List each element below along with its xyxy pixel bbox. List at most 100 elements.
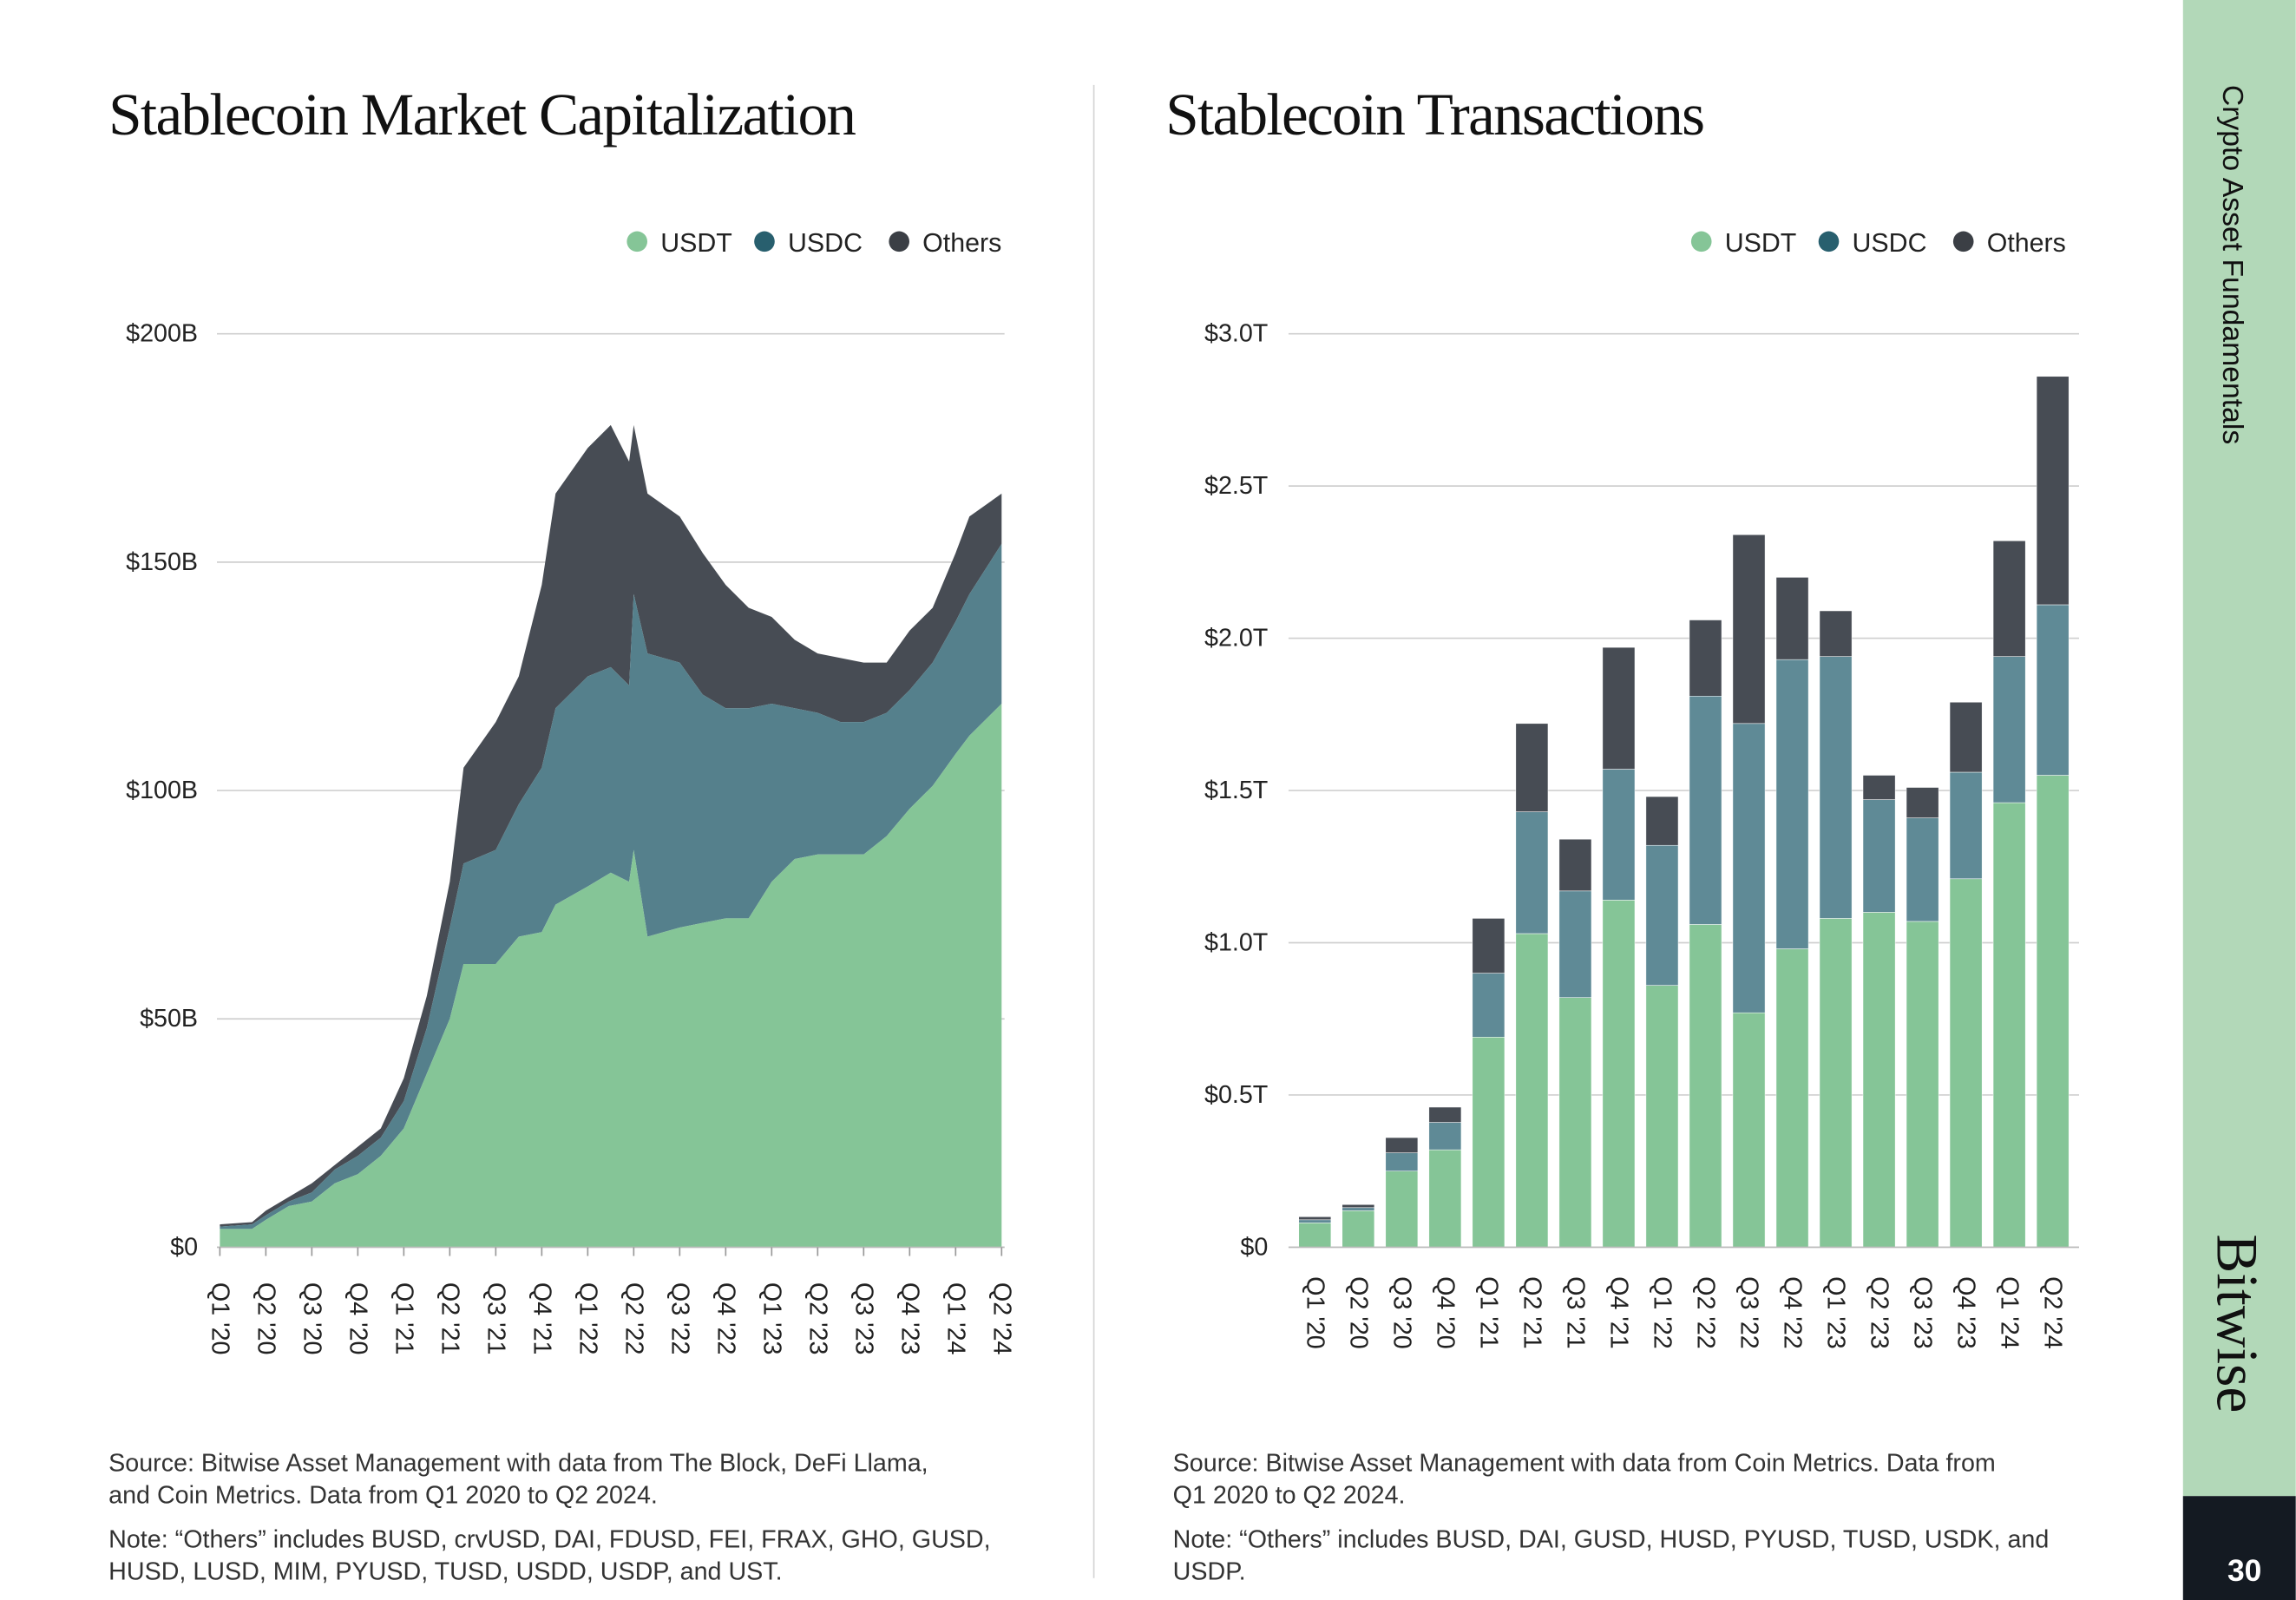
bar-others bbox=[1428, 1106, 1462, 1123]
x-tick-label: Q3 '20 bbox=[1387, 1276, 1415, 1349]
bar-usdc bbox=[1342, 1207, 1375, 1211]
legend-usdt: USDT bbox=[660, 229, 732, 258]
bar-others bbox=[1732, 534, 1766, 725]
bar-usdt bbox=[1645, 985, 1679, 1248]
x-tick-label: Q1 '21 bbox=[390, 1282, 417, 1355]
x-tick-label: Q4 '22 bbox=[712, 1282, 739, 1355]
legend-others: Others bbox=[922, 229, 1001, 258]
x-tick-label: Q2 '20 bbox=[1344, 1276, 1372, 1349]
x-tick-label: Q4 '20 bbox=[344, 1282, 371, 1355]
y-tick-label: $150B bbox=[126, 548, 198, 576]
y-tick-label: $3.0T bbox=[1204, 320, 1268, 348]
source-line: and Coin Metrics. Data from Q1 2020 to Q… bbox=[108, 1482, 658, 1510]
legend-usdt-marker bbox=[626, 231, 648, 252]
x-tick-label: Q3 '23 bbox=[850, 1282, 877, 1355]
bar-usdc bbox=[1775, 659, 1809, 949]
x-tick-label: Q1 '23 bbox=[1822, 1276, 1850, 1349]
note-line: Note: “Others” includes BUSD, DAI, GUSD,… bbox=[1173, 1525, 2050, 1553]
x-tick-label: Q2 '23 bbox=[804, 1282, 831, 1355]
y-tick-label: $1.5T bbox=[1204, 777, 1268, 804]
bar-usdc bbox=[1992, 656, 2026, 803]
transactions-chart: Stablecoin Transactions USDT USDC Others… bbox=[1165, 81, 2079, 1585]
x-tick-label: Q2 '22 bbox=[620, 1282, 647, 1355]
bar-others bbox=[1862, 775, 1896, 800]
bar-usdt bbox=[1472, 1037, 1506, 1248]
sidebar-band bbox=[2182, 0, 2296, 1497]
x-tick-label: Q4 '22 bbox=[1779, 1276, 1807, 1349]
bar-others bbox=[1558, 838, 1592, 892]
bar-others bbox=[1819, 610, 1853, 657]
y-tick-label: $2.0T bbox=[1204, 625, 1268, 652]
market-cap-chart: Stablecoin Market Capitalization USDT US… bbox=[108, 81, 1015, 1585]
bar-usdt bbox=[1602, 900, 1636, 1248]
x-tick-label: Q2 '21 bbox=[436, 1282, 463, 1355]
bar-others bbox=[1385, 1137, 1419, 1153]
x-tick-label: Q3 '22 bbox=[666, 1282, 693, 1355]
x-tick-label: Q3 '21 bbox=[482, 1282, 509, 1355]
bar-usdt bbox=[1558, 997, 1592, 1248]
source-line: Q1 2020 to Q2 2024. bbox=[1173, 1482, 1406, 1510]
note-line: HUSD, LUSD, MIM, PYUSD, TUSD, USDD, USDP… bbox=[108, 1557, 782, 1585]
x-tick-label: Q4 '23 bbox=[1952, 1276, 1980, 1349]
x-tick-label: Q4 '20 bbox=[1431, 1276, 1459, 1349]
area-usdt bbox=[220, 704, 1002, 1248]
legend-usdc-marker bbox=[754, 231, 775, 252]
bar-usdc bbox=[1645, 844, 1679, 986]
y-tick-label: $200B bbox=[126, 320, 198, 348]
bar-usdc bbox=[2036, 604, 2070, 776]
x-tick-label: Q1 '20 bbox=[1301, 1276, 1328, 1349]
bar-usdt bbox=[1819, 918, 1853, 1248]
x-tick-label: Q2 '24 bbox=[2039, 1276, 2067, 1349]
x-tick-label: Q3 '21 bbox=[1561, 1276, 1589, 1349]
x-tick-label: Q2 '24 bbox=[987, 1282, 1015, 1355]
x-tick-label: Q2 '22 bbox=[1691, 1276, 1719, 1349]
x-tick-label: Q4 '23 bbox=[895, 1282, 923, 1355]
bar-usdc bbox=[1819, 656, 1853, 919]
y-tick-label: $0.5T bbox=[1204, 1081, 1268, 1109]
area-usdc bbox=[220, 543, 1002, 1230]
x-tick-label: Q1 '20 bbox=[206, 1282, 233, 1355]
y-tick-label: $1.0T bbox=[1204, 928, 1268, 956]
x-tick-label: Q1 '23 bbox=[758, 1282, 785, 1355]
x-tick-label: Q1 '21 bbox=[1474, 1276, 1502, 1349]
bar-usdt bbox=[1862, 912, 1896, 1248]
x-tick-label: Q1 '22 bbox=[1648, 1276, 1676, 1349]
legend-others-marker bbox=[889, 231, 910, 252]
y-tick-label: $100B bbox=[126, 777, 198, 804]
x-tick-label: Q3 '22 bbox=[1735, 1276, 1763, 1349]
bar-usdc bbox=[1558, 890, 1592, 998]
bar-usdt bbox=[1906, 921, 1939, 1248]
bar-usdc bbox=[1906, 817, 1939, 922]
bar-usdc bbox=[1428, 1122, 1462, 1151]
bar-usdt bbox=[1515, 933, 1549, 1248]
legend-others-marker bbox=[1952, 231, 1974, 252]
legend-usdc: USDC bbox=[1852, 229, 1926, 258]
bar-usdt bbox=[1428, 1149, 1462, 1248]
y-tick-label: $0 bbox=[170, 1233, 198, 1261]
bar-others bbox=[1906, 787, 1939, 818]
y-tick-label: $0 bbox=[1240, 1233, 1268, 1261]
bar-usdc bbox=[1949, 771, 1983, 880]
bar-usdc bbox=[1602, 769, 1636, 901]
legend: USDT USDC Others bbox=[1690, 229, 2066, 258]
bar-others bbox=[1472, 918, 1506, 974]
x-tick-label: Q2 '23 bbox=[1866, 1276, 1893, 1349]
x-tick-label: Q2 '21 bbox=[1518, 1276, 1545, 1349]
x-tick-label: Q1 '22 bbox=[574, 1282, 601, 1355]
x-tick-label: Q4 '21 bbox=[528, 1282, 555, 1355]
area-others bbox=[220, 424, 1002, 1227]
bar-usdt bbox=[1992, 802, 2026, 1248]
source-line: Source: Bitwise Asset Management with da… bbox=[1173, 1450, 1996, 1478]
x-tick-label: Q3 '23 bbox=[1909, 1276, 1937, 1349]
page-number: 30 bbox=[2227, 1553, 2261, 1588]
bar-usdt bbox=[1775, 948, 1809, 1248]
x-tick-label: Q3 '20 bbox=[298, 1282, 325, 1355]
bar-usdc bbox=[1732, 723, 1766, 1013]
bar-others bbox=[1515, 723, 1549, 812]
bar-usdt bbox=[1298, 1223, 1332, 1248]
y-tick-label: $50B bbox=[140, 1005, 198, 1033]
sidebar: Crypto Asset Fundamentals Bitwise 30 bbox=[2182, 0, 2296, 1600]
bar-usdt bbox=[2036, 775, 2070, 1248]
bar-others bbox=[1689, 620, 1722, 697]
